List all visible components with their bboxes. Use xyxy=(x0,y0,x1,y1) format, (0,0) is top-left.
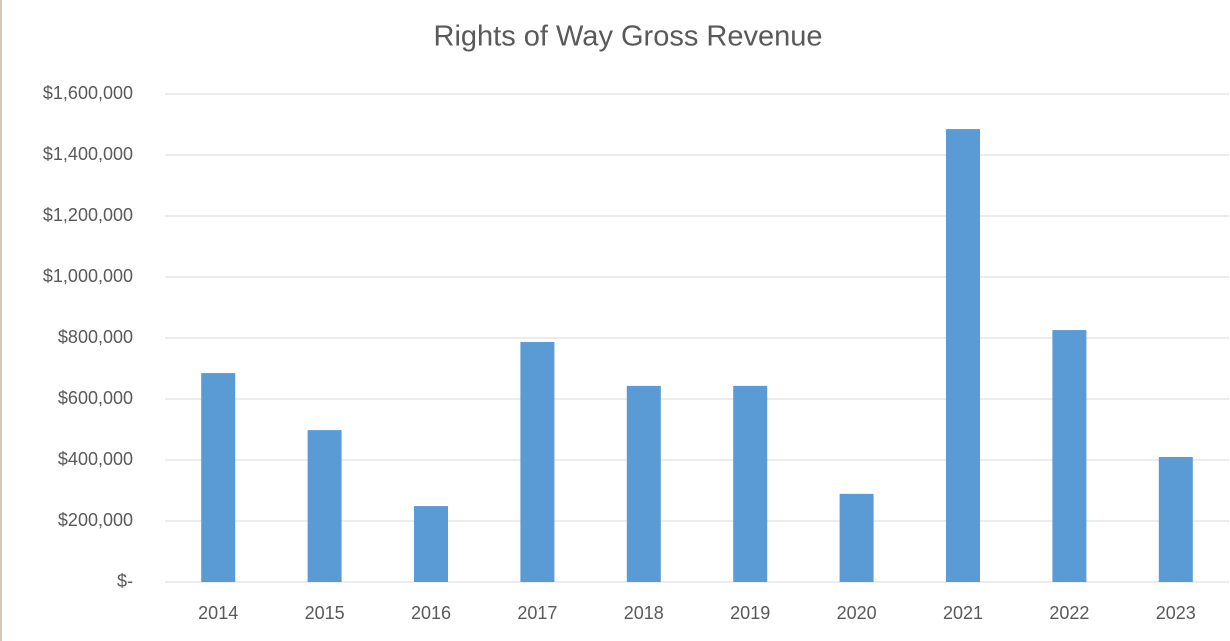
y-tick-label: $1,600,000 xyxy=(43,83,133,103)
y-tick-label: $1,000,000 xyxy=(43,266,133,286)
x-tick-label: 2017 xyxy=(517,603,557,623)
bar xyxy=(1158,456,1193,582)
y-tick-label: $1,200,000 xyxy=(43,205,133,225)
y-tick-label: $800,000 xyxy=(58,327,133,347)
y-tick-label: $1,400,000 xyxy=(43,144,133,164)
x-tick-label: 2023 xyxy=(1156,603,1196,623)
x-tick-label: 2021 xyxy=(943,603,983,623)
chart-title: Rights of Way Gross Revenue xyxy=(434,21,823,53)
x-tick-label: 2018 xyxy=(624,603,664,623)
x-tick-label: 2016 xyxy=(411,603,451,623)
y-tick-label: $200,000 xyxy=(58,510,133,530)
bar xyxy=(1052,330,1087,582)
bar xyxy=(307,430,342,582)
bar xyxy=(839,493,874,582)
bar xyxy=(201,373,236,582)
bar xyxy=(520,341,555,582)
bar xyxy=(626,385,661,582)
bar xyxy=(733,385,768,582)
left-border xyxy=(0,0,2,641)
x-tick-label: 2019 xyxy=(730,603,770,623)
x-tick-label: 2015 xyxy=(305,603,345,623)
bar xyxy=(946,129,980,582)
y-tick-label: $600,000 xyxy=(58,388,133,408)
x-tick-label: 2020 xyxy=(837,603,877,623)
y-tick-label: $- xyxy=(117,571,133,591)
x-tick-label: 2014 xyxy=(198,603,238,623)
y-tick-label: $400,000 xyxy=(58,449,133,469)
bar xyxy=(414,506,448,582)
x-tick-label: 2022 xyxy=(1049,603,1089,623)
